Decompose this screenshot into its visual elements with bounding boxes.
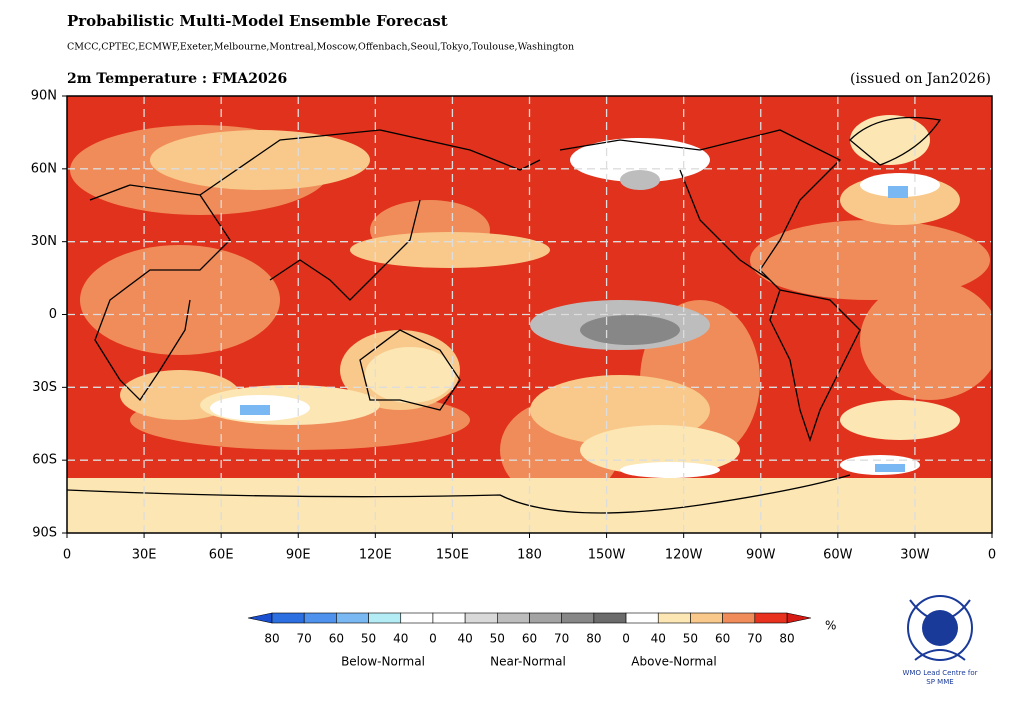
lon-label: 0 — [63, 548, 71, 563]
colorbar-swatch — [754, 612, 788, 624]
colorbar-swatch — [303, 612, 337, 624]
lon-label: 120E — [359, 548, 392, 563]
colorbar-tick: 50 — [683, 632, 698, 646]
colorbar-tick: 40 — [457, 632, 472, 646]
lon-label: 0 — [988, 548, 996, 563]
colorbar-tick: 50 — [361, 632, 376, 646]
lon-label: 90E — [286, 548, 311, 563]
logo-line: SP MME — [926, 678, 953, 686]
lon-label: 120W — [665, 548, 703, 563]
wmo-logo: WMO Lead Centre for SP MME — [903, 595, 978, 686]
colorbar-swatch — [593, 612, 627, 624]
colorbar-tick: 60 — [329, 632, 344, 646]
colorbar-swatch — [690, 612, 723, 624]
lat-label: 90S — [32, 526, 57, 541]
colorbar-tick: 40 — [651, 632, 666, 646]
lon-label: 30E — [132, 548, 157, 563]
lon-label: 60E — [209, 548, 234, 563]
colorbar: 80 70 60 50 40 0 40 50 60 70 80 0 40 50 60 70 80 Below-No… — [247, 612, 812, 669]
lat-label: 30S — [32, 380, 57, 395]
lat-label: 0 — [49, 307, 57, 322]
lat-label: 60N — [31, 161, 57, 176]
colorbar-tick: 70 — [747, 632, 762, 646]
category-label: Near-Normal — [490, 655, 566, 669]
colorbar-swatch — [368, 612, 402, 624]
colorbar-tick: 50 — [490, 632, 505, 646]
colorbar-swatch — [722, 612, 756, 624]
lon-label: 30W — [900, 548, 930, 563]
colorbar-arrow — [247, 612, 273, 624]
colorbar-unit: % — [825, 619, 836, 633]
colorbar-tick: 60 — [522, 632, 537, 646]
colorbar-swatch — [464, 612, 498, 624]
lon-label: 90W — [746, 548, 776, 563]
models: CMCC,CPTEC,ECMWF,Exeter,Melbourne,Montre… — [67, 42, 574, 53]
category-label: Below-Normal — [341, 655, 425, 669]
colorbar-tick: 60 — [715, 632, 730, 646]
colorbar-tick: 0 — [622, 632, 630, 646]
graticule — [67, 96, 992, 533]
colorbar-tick: 70 — [297, 632, 312, 646]
colorbar-swatch — [336, 612, 369, 624]
lat-label: 60S — [32, 453, 57, 468]
logo-line: WMO Lead Centre for — [903, 669, 978, 677]
colorbar-swatch — [657, 612, 691, 624]
map-field — [67, 96, 992, 533]
lon-label: 180 — [517, 548, 542, 563]
lat-label: 90N — [31, 89, 57, 104]
colorbar-swatch — [432, 612, 466, 624]
lon-label: 60W — [823, 548, 853, 563]
colorbar-tick: 40 — [393, 632, 408, 646]
colorbar-tick: 80 — [264, 632, 279, 646]
lon-label: 150W — [588, 548, 626, 563]
colorbar-swatch — [497, 612, 530, 624]
lon-label: 150E — [436, 548, 469, 563]
colorbar-tick: 0 — [429, 632, 437, 646]
title: Probabilistic Multi-Model Ensemble Forec… — [67, 12, 448, 30]
colorbar-swatch — [271, 612, 305, 624]
colorbar-swatch — [400, 612, 434, 624]
colorbar-swatch — [529, 612, 562, 624]
colorbar-tick: 80 — [779, 632, 794, 646]
category-label: Above-Normal — [631, 655, 716, 669]
colorbar-tick: 70 — [554, 632, 569, 646]
colorbar-swatch — [625, 612, 659, 624]
colorbar-tick: 80 — [586, 632, 601, 646]
colorbar-arrow — [786, 612, 812, 624]
lat-label: 30N — [31, 234, 57, 249]
map-axes: 90N 60N 30N 0 30S 60S 90S 0 30E 60E 90E 120E 150E 180… — [31, 89, 996, 563]
map-title: 2m Temperature : FMA2026 — [67, 71, 287, 87]
colorbar-swatch — [561, 612, 595, 624]
issued: (issued on Jan2026) — [850, 71, 991, 87]
